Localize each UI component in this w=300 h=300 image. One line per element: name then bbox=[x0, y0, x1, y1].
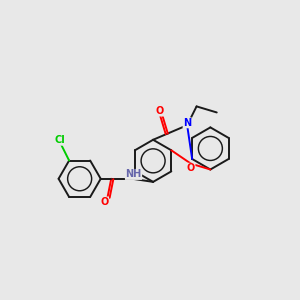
Text: N: N bbox=[183, 118, 191, 128]
Text: O: O bbox=[187, 163, 195, 173]
Text: O: O bbox=[100, 197, 109, 207]
Text: NH: NH bbox=[125, 169, 142, 179]
Text: O: O bbox=[156, 106, 164, 116]
Text: Cl: Cl bbox=[54, 135, 65, 145]
